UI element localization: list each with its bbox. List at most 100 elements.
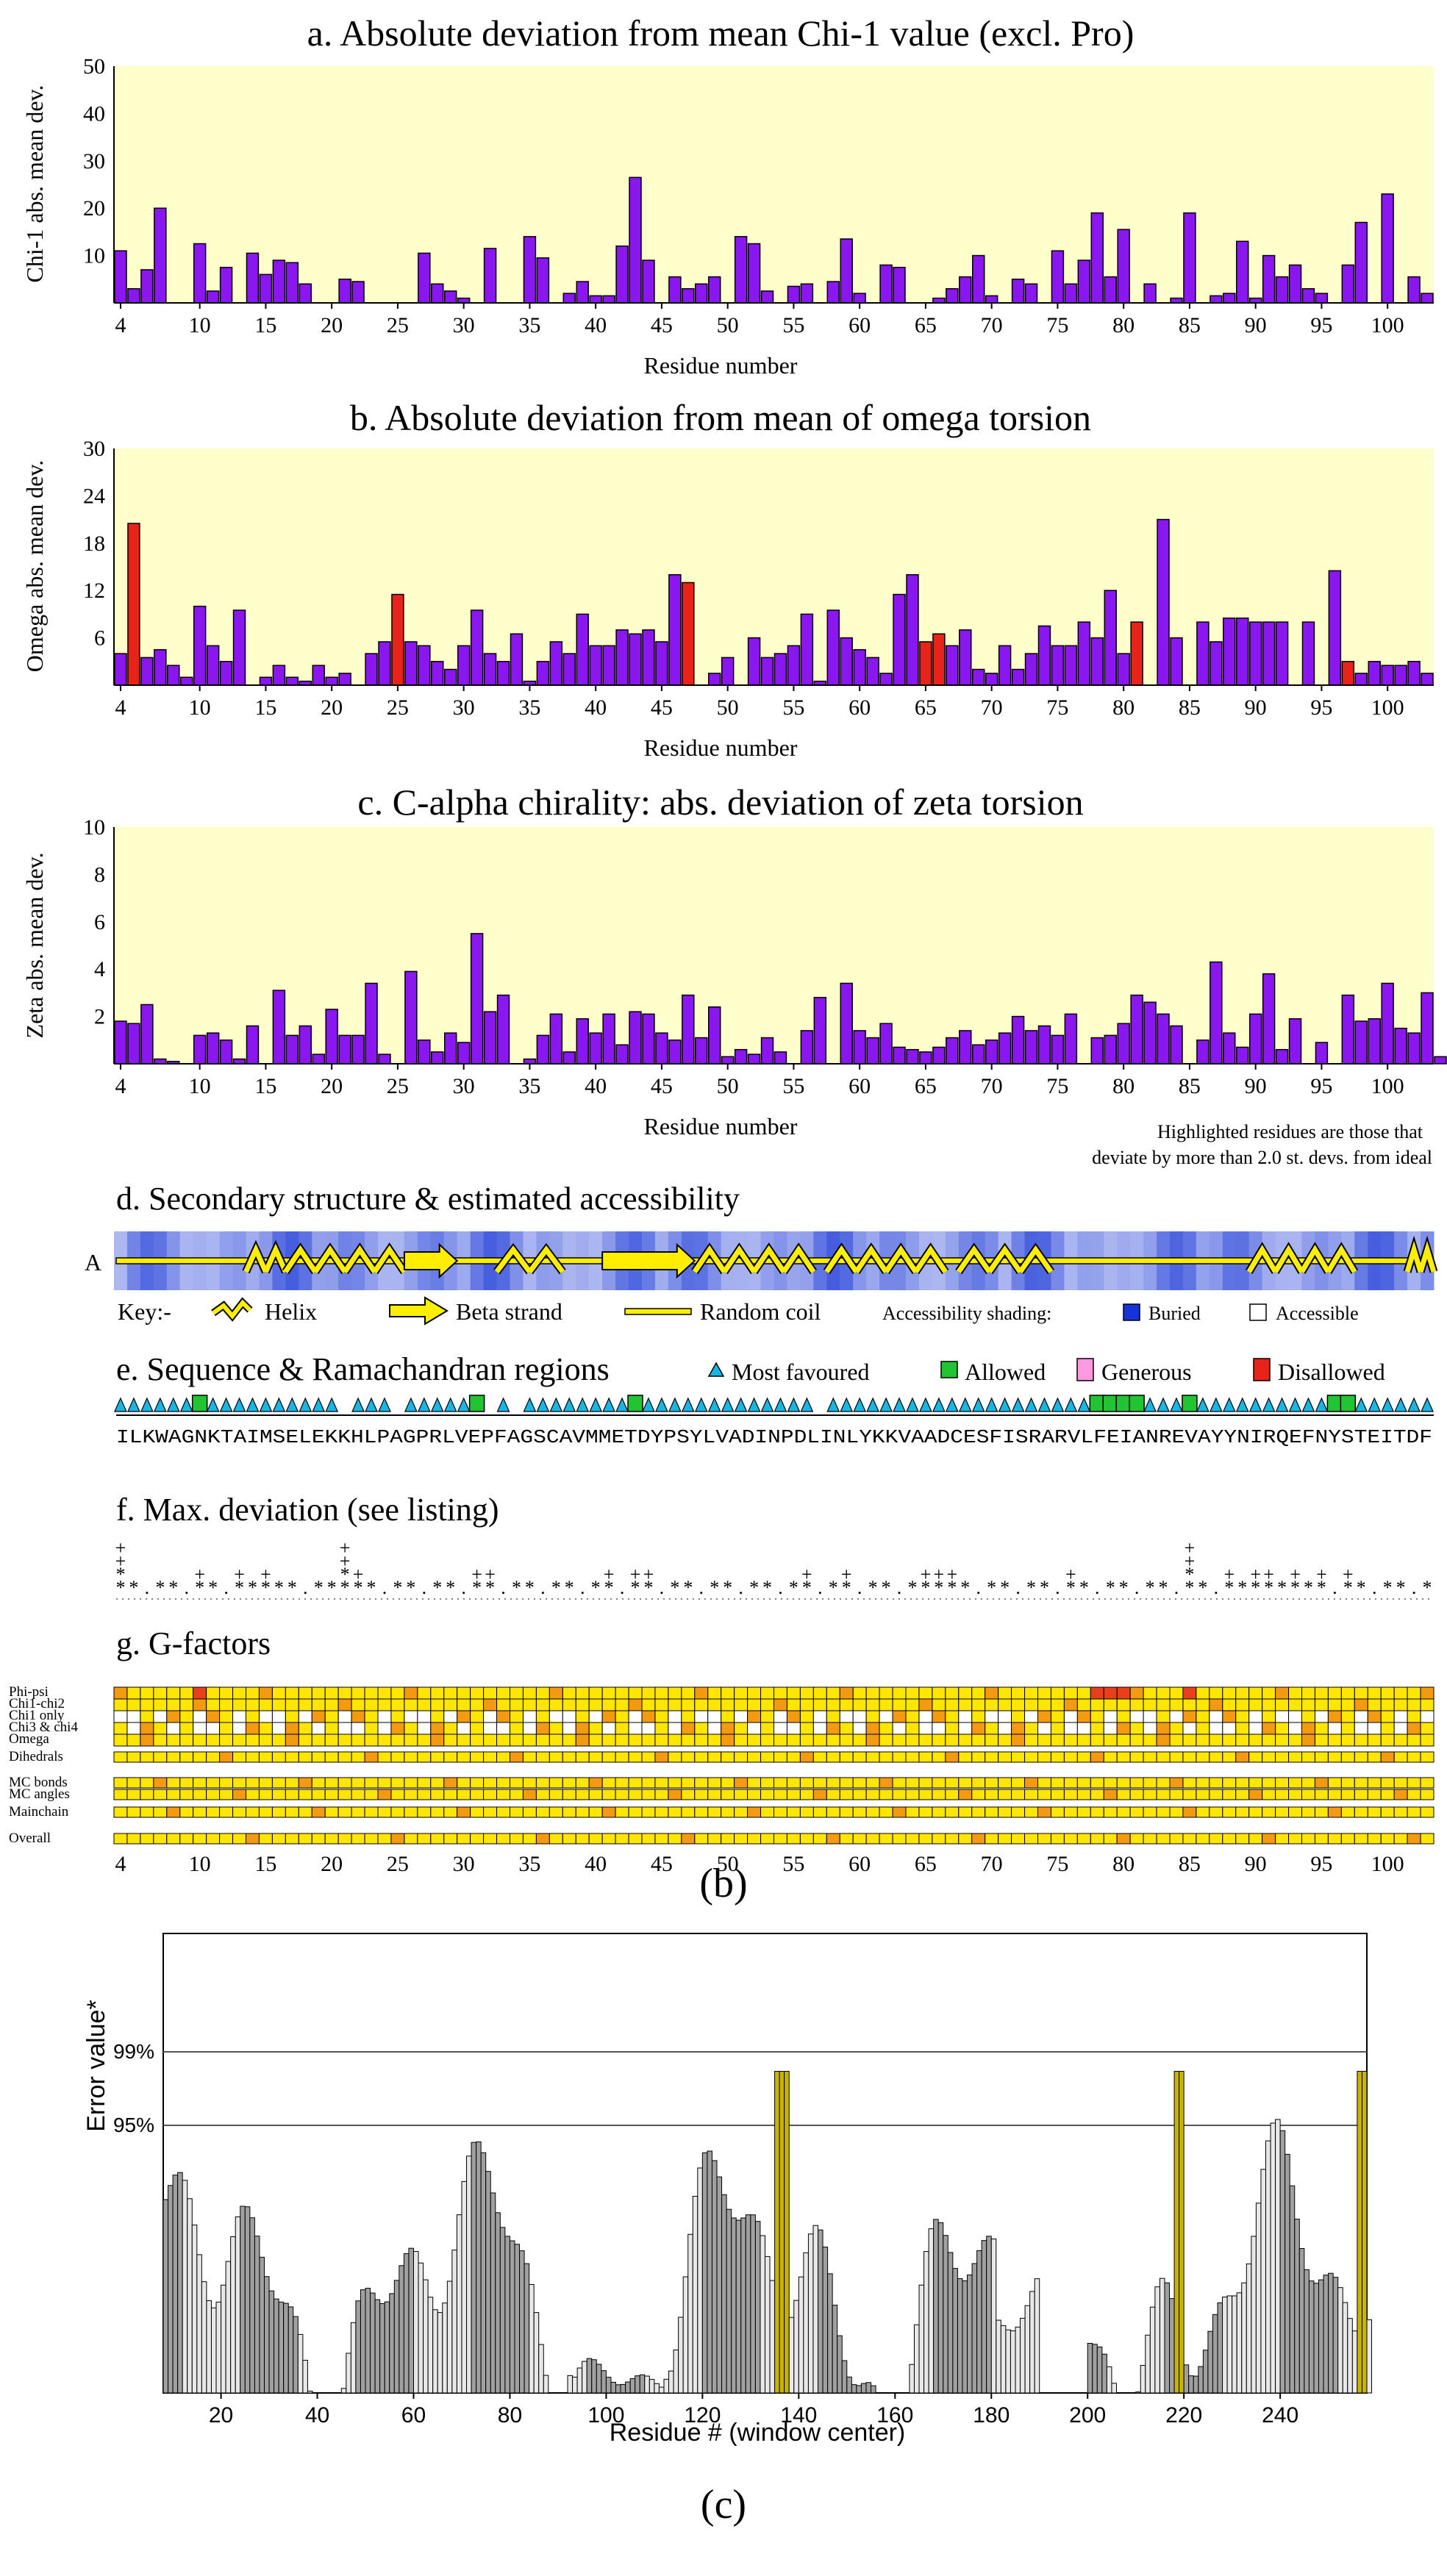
gfactor-cell: [1156, 1698, 1171, 1711]
bar-residue-39: [576, 281, 589, 304]
key-buried: Buried: [1148, 1303, 1201, 1324]
error-bar: [765, 2255, 771, 2394]
gfactor-cell: [1222, 1789, 1237, 1800]
gfactor-cell: [232, 1698, 246, 1711]
gfactor-cell: [681, 1833, 696, 1845]
error-bar: [456, 2214, 462, 2394]
rama-favoured-marker: [272, 1397, 286, 1412]
gfactor-cell: [417, 1789, 432, 1800]
gfactor-cell: [1182, 1698, 1197, 1711]
gfactor-cell: [377, 1686, 392, 1700]
ytick-label: 10: [83, 815, 105, 840]
gfactor-cell: [812, 1734, 827, 1747]
bar-residue-52: [747, 1053, 761, 1065]
bar-residue-14: [246, 252, 260, 304]
gfactor-cell: [681, 1777, 696, 1789]
gfactor-cell: [1024, 1722, 1039, 1735]
gfactor-cell: [1169, 1751, 1184, 1763]
gfactor-cell: [126, 1833, 141, 1845]
gfactor-cell: [351, 1806, 365, 1818]
gfactor-cell: [1340, 1833, 1355, 1845]
error-xtick-label: 220: [1165, 2403, 1202, 2427]
max-deviation-symbol: .: [382, 1577, 387, 1598]
max-deviation-symbol: *: [868, 1577, 878, 1598]
gfactor-cell: [1222, 1698, 1237, 1711]
rama-favoured-marker: [1051, 1397, 1065, 1412]
gfactor-cell: [470, 1789, 485, 1800]
bar-residue-18: [299, 283, 312, 304]
bar-residue-49: [708, 276, 721, 304]
gfactor-cell: [1011, 1722, 1026, 1735]
gfactor-cell: [113, 1698, 128, 1711]
bar-residue-30: [457, 645, 471, 686]
rama-favoured-marker: [642, 1397, 655, 1412]
gfactor-cell: [654, 1686, 669, 1700]
error-bar: [750, 2214, 756, 2394]
bar-residue-29: [444, 1032, 457, 1065]
bar-residue-29: [444, 668, 457, 686]
bar-residue-102: [1407, 276, 1421, 304]
gfactor-cell: [1275, 1789, 1290, 1800]
gfactor-cell: [1301, 1710, 1315, 1723]
bar-residue-54: [773, 1051, 787, 1065]
bar-residue-38: [562, 293, 576, 304]
gfactor-cell: [206, 1777, 221, 1789]
gfactor-cell: [1169, 1710, 1184, 1723]
gfactor-cell: [219, 1789, 234, 1800]
gfactor-xtick-label: 75: [1046, 1852, 1068, 1876]
gfactor-cell: [1235, 1722, 1250, 1735]
gfactor-cell: [166, 1833, 181, 1845]
gfactor-cell: [298, 1833, 312, 1845]
error-xtick-label: 100: [587, 2403, 624, 2427]
gfactor-cell: [153, 1686, 168, 1700]
gfactor-cell: [1420, 1777, 1435, 1789]
gfactor-cell: [324, 1686, 339, 1700]
xtick-label: 35: [518, 1074, 540, 1098]
xtick-label: 60: [848, 1074, 871, 1098]
error-bar: [1015, 2326, 1021, 2394]
gfactor-cell: [510, 1751, 524, 1763]
xtick-label: 40: [585, 1074, 607, 1098]
gfactor-cell: [985, 1806, 999, 1818]
rama-favoured-marker: [721, 1397, 735, 1412]
xtick-label: 70: [981, 313, 1003, 337]
gfactor-cell: [1063, 1710, 1078, 1723]
gfactor-cell: [985, 1734, 999, 1747]
gfactor-cell: [404, 1734, 418, 1747]
gfactor-cell: [1143, 1777, 1157, 1789]
xtick-label: 4: [115, 695, 126, 720]
error-bar: [678, 2316, 684, 2394]
bar-residue-51: [734, 236, 748, 304]
error-bar: [837, 2335, 843, 2394]
error-bar: [582, 2361, 587, 2394]
gfactor-cell: [457, 1833, 471, 1845]
gfactor-cell: [958, 1751, 973, 1763]
xtick-label: 30: [453, 1074, 475, 1098]
gfactor-cell: [1156, 1722, 1171, 1735]
key-allowed: Allowed: [965, 1359, 1046, 1385]
error-bar: [374, 2299, 381, 2394]
bar-residue-19: [312, 1053, 325, 1065]
gfactor-cell: [615, 1722, 629, 1735]
gfactor-cell: [219, 1722, 234, 1735]
gfactor-cell: [271, 1722, 286, 1735]
bar-residue-39: [576, 1018, 589, 1065]
bar-residue-99: [1368, 661, 1381, 686]
gfactor-cell: [1011, 1710, 1026, 1723]
favoured-key-icon: [707, 1362, 725, 1377]
gfactor-cell: [641, 1722, 656, 1735]
error-bar: [162, 2199, 169, 2394]
gfactor-cell: [457, 1698, 471, 1711]
xtick-label: 75: [1046, 1074, 1068, 1098]
gfactor-cell: [1182, 1777, 1197, 1789]
error-bar: [721, 2194, 727, 2394]
gfactor-cell: [364, 1777, 379, 1789]
bar-residue-41: [602, 645, 615, 686]
gfactor-cell: [641, 1777, 656, 1789]
bar-residue-70: [985, 673, 998, 686]
gfactor-cell: [179, 1686, 194, 1700]
max-deviation-symbol: .: [738, 1577, 743, 1598]
xtick-label: 90: [1245, 695, 1267, 720]
gfactor-cell: [1275, 1698, 1290, 1711]
key-generous: Generous: [1101, 1359, 1192, 1385]
